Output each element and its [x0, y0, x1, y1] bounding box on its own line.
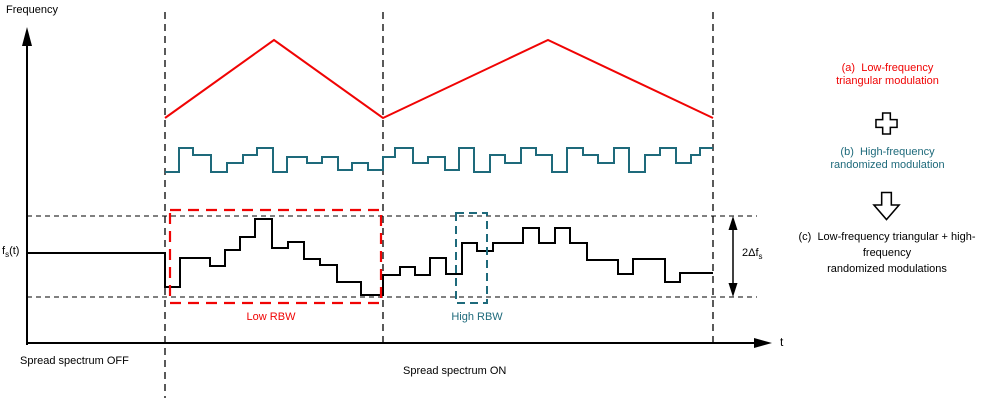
fs-label-base: f — [2, 245, 6, 257]
x-axis-label: t — [780, 335, 784, 349]
low-rbw-label: Low RBW — [246, 311, 296, 323]
legend-c-line3: randomized modulations — [827, 263, 947, 275]
fs-label-sub: s — [5, 250, 10, 260]
legend-b-line2: randomized modulation — [830, 159, 945, 171]
fs-label: fs(t) — [2, 245, 19, 261]
plus-icon — [875, 112, 898, 140]
high-rbw-box — [455, 212, 488, 304]
delta-fs-label: 2Δfs — [742, 247, 763, 263]
combined-modulation-wave — [27, 218, 713, 296]
y-axis-arrowhead — [22, 27, 32, 46]
legend-a-line1: (a) Low-frequency — [841, 62, 934, 74]
legend-a-line2: triangular modulation — [836, 75, 939, 87]
x-axis-arrowhead — [754, 338, 772, 348]
down-arrow-icon — [872, 191, 901, 226]
fs-label-rest: (t) — [9, 245, 20, 257]
spread-spectrum-off-label: Spread spectrum OFF — [20, 355, 129, 367]
legend-b-line1: (b) High-frequency — [840, 146, 935, 158]
legend-a: (a) Low-frequency triangular modulation — [790, 62, 985, 88]
legend-c: (c) Low-frequency triangular + high- fre… — [787, 229, 985, 277]
legend-b: (b) High-frequency randomized modulation — [790, 146, 985, 172]
delta-fs-arrowhead-top — [728, 216, 738, 230]
delta-fs-base: 2Δf — [742, 247, 759, 259]
y-axis-label: Frequency — [6, 4, 58, 16]
legend-c-line2: frequency — [862, 247, 912, 259]
delta-fs-arrowhead-bottom — [728, 283, 738, 297]
spread-spectrum-on-label: Spread spectrum ON — [403, 365, 507, 377]
triangular-modulation-wave — [164, 38, 714, 120]
delta-fs-sub: s — [758, 252, 763, 262]
legend-c-line1: (c) Low-frequency triangular + high- — [798, 231, 976, 243]
low-rbw-box — [168, 208, 383, 305]
high-rbw-label: High RBW — [451, 311, 503, 323]
randomized-modulation-wave — [165, 147, 713, 173]
